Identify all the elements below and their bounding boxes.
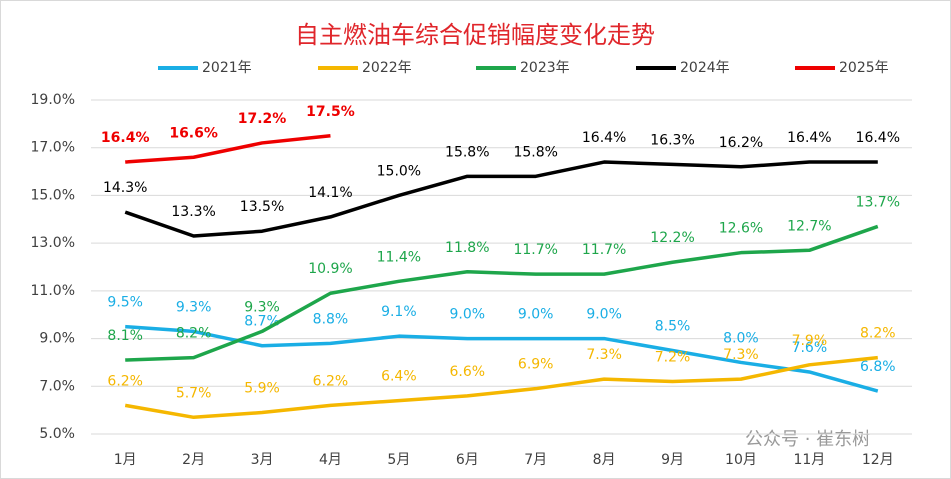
data-label: 8.1% <box>107 328 143 344</box>
data-label: 16.3% <box>650 132 694 148</box>
data-label: 8.0% <box>723 330 759 346</box>
data-label: 5.9% <box>244 381 280 397</box>
x-tick-label: 12月 <box>862 452 894 468</box>
x-tick-label: 8月 <box>593 452 616 468</box>
data-label: 6.2% <box>107 373 143 389</box>
data-label: 6.2% <box>313 373 349 389</box>
legend-label: 2025年 <box>839 60 889 76</box>
data-label: 8.2% <box>176 326 212 342</box>
data-label: 9.0% <box>518 307 554 323</box>
data-label: 7.3% <box>586 347 622 363</box>
data-label: 15.8% <box>513 144 557 160</box>
data-label: 8.2% <box>860 326 896 342</box>
y-tick-label: 19.0% <box>31 92 75 108</box>
data-label: 11.8% <box>445 240 489 256</box>
data-label: 6.8% <box>860 359 896 375</box>
x-tick-label: 4月 <box>319 452 342 468</box>
data-label: 16.2% <box>719 135 763 151</box>
y-tick-label: 7.0% <box>39 378 75 394</box>
data-label: 9.0% <box>586 307 622 323</box>
data-label: 15.8% <box>445 144 489 160</box>
data-label: 8.7% <box>244 314 280 330</box>
data-label: 15.0% <box>377 163 421 179</box>
data-label: 16.4% <box>856 130 900 146</box>
data-label: 7.6% <box>792 340 828 356</box>
y-tick-label: 5.0% <box>39 426 75 442</box>
data-label: 9.5% <box>107 295 143 311</box>
data-label: 9.0% <box>450 307 486 323</box>
data-label: 13.7% <box>856 194 900 210</box>
x-tick-label: 5月 <box>387 452 410 468</box>
legend-label: 2022年 <box>362 60 412 76</box>
data-label: 7.3% <box>723 347 759 363</box>
series-line <box>125 324 879 393</box>
data-label: 8.5% <box>655 319 691 335</box>
data-label: 16.4% <box>787 130 831 146</box>
x-tick-label: 7月 <box>524 452 547 468</box>
data-label: 7.9% <box>792 333 828 349</box>
data-label: 12.6% <box>719 221 763 237</box>
series-line <box>125 224 879 362</box>
y-tick-label: 9.0% <box>39 331 75 347</box>
x-tick-label: 10月 <box>725 452 757 468</box>
legend-label: 2024年 <box>680 60 730 76</box>
x-tick-label: 6月 <box>456 452 479 468</box>
data-label: 13.3% <box>171 204 215 220</box>
data-label: 11.4% <box>377 249 421 265</box>
series-line <box>124 355 878 420</box>
data-label: 17.2% <box>238 111 287 127</box>
data-label: 6.4% <box>381 369 417 385</box>
series-line <box>125 134 331 164</box>
series-line <box>124 160 878 238</box>
data-label: 14.1% <box>308 185 352 201</box>
data-label: 5.7% <box>176 385 212 401</box>
chart-title: 自主燃油车综合促销幅度变化走势 <box>295 21 655 49</box>
data-label: 9.3% <box>244 299 280 315</box>
watermark: 公众号 · 崔东树 <box>745 429 870 450</box>
data-label: 9.1% <box>381 304 417 320</box>
y-tick-label: 15.0% <box>31 187 75 203</box>
data-label: 6.6% <box>450 364 486 380</box>
data-label: 16.4% <box>101 130 150 146</box>
y-tick-label: 11.0% <box>31 283 75 299</box>
y-tick-label: 17.0% <box>31 140 75 156</box>
x-tick-label: 11月 <box>793 452 825 468</box>
x-tick-label: 9月 <box>661 452 684 468</box>
data-label: 11.7% <box>513 242 557 258</box>
data-label: 11.7% <box>582 242 626 258</box>
data-label: 14.3% <box>103 180 147 196</box>
data-label: 10.9% <box>308 261 352 277</box>
y-tick-label: 13.0% <box>31 235 75 251</box>
x-tick-label: 1月 <box>114 452 137 468</box>
data-label: 12.7% <box>787 218 831 234</box>
x-tick-label: 3月 <box>251 452 274 468</box>
data-label: 8.8% <box>313 311 349 327</box>
data-label: 6.9% <box>518 357 554 373</box>
data-label: 16.4% <box>582 130 626 146</box>
legend-label: 2023年 <box>520 60 570 76</box>
x-tick-label: 2月 <box>182 452 205 468</box>
data-label: 9.3% <box>176 299 212 315</box>
data-label: 7.2% <box>655 350 691 366</box>
data-label: 13.5% <box>240 199 284 215</box>
data-label: 12.2% <box>650 230 694 246</box>
legend-label: 2021年 <box>202 60 252 76</box>
data-label: 17.5% <box>306 104 355 120</box>
data-label: 16.6% <box>169 125 218 141</box>
